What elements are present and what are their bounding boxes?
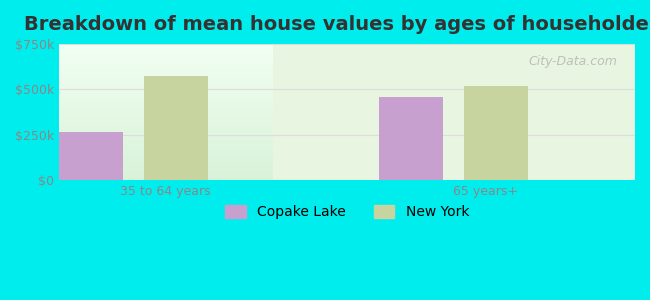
- Title: Breakdown of mean house values by ages of householders: Breakdown of mean house values by ages o…: [24, 15, 650, 34]
- Bar: [379, 98, 443, 180]
- Bar: [464, 86, 528, 180]
- Bar: [59, 132, 123, 180]
- Text: City-Data.com: City-Data.com: [529, 55, 617, 68]
- Bar: [144, 76, 209, 180]
- Legend: Copake Lake, New York: Copake Lake, New York: [220, 200, 474, 225]
